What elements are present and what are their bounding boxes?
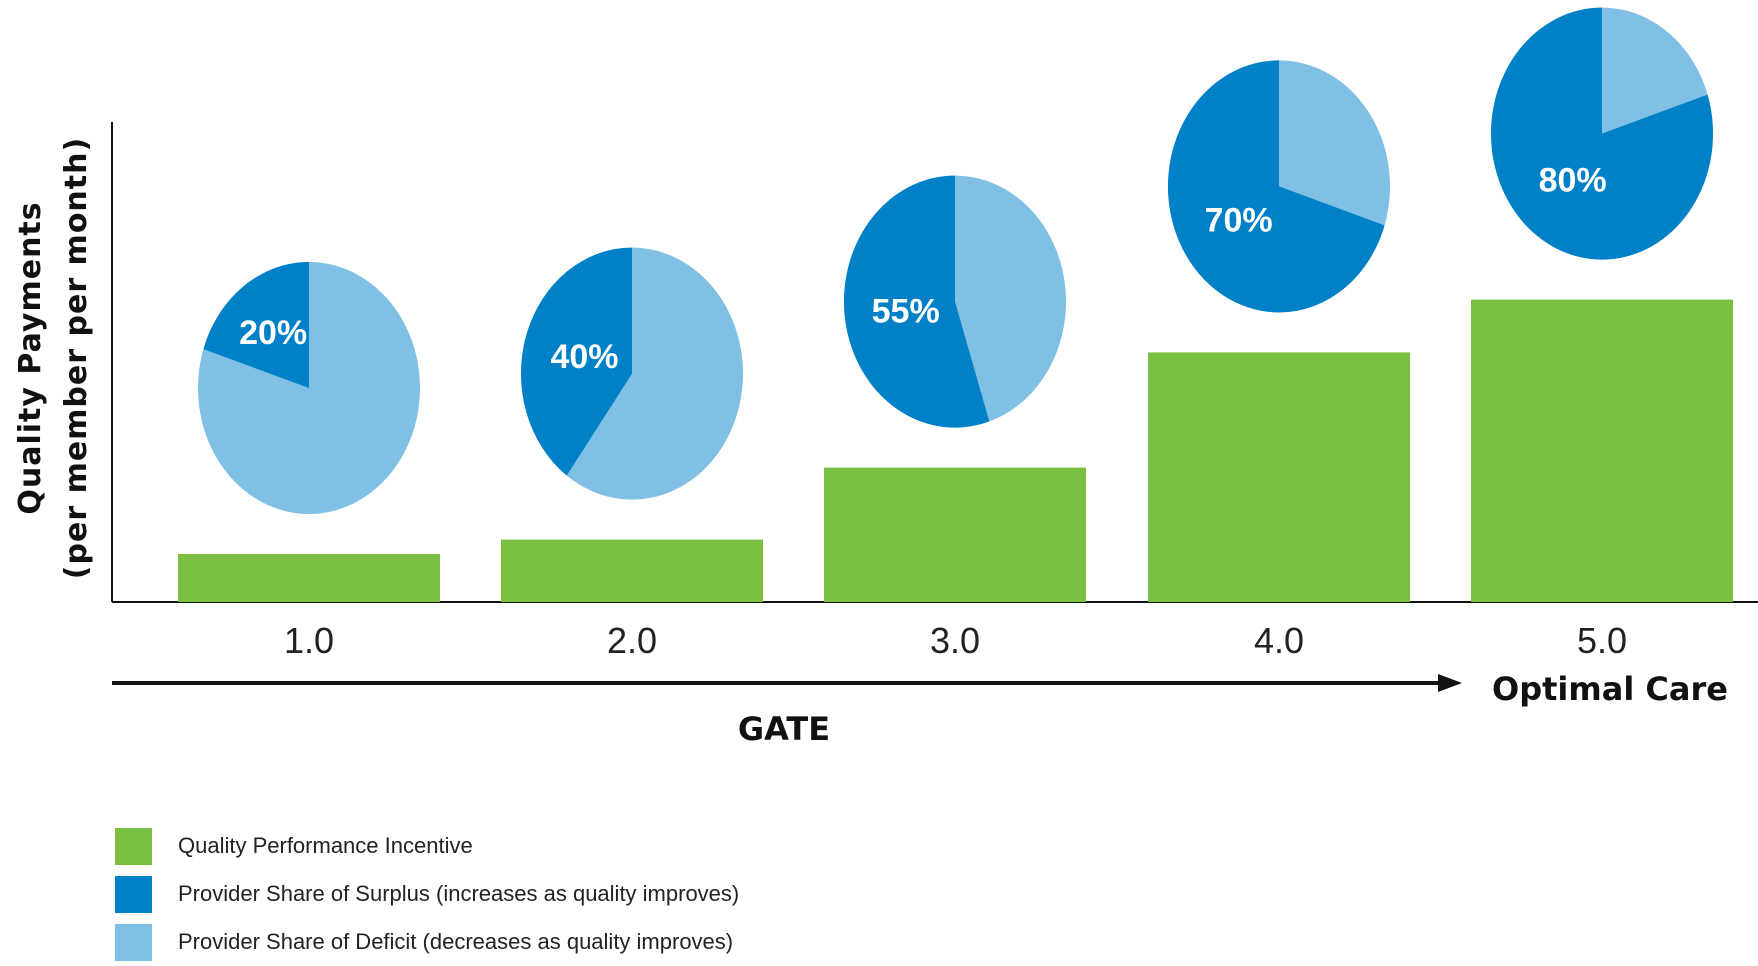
legend-label-deficit: Provider Share of Deficit (decreases as … [178,929,734,954]
tick-label-3: 3.0 [930,620,980,661]
tick-label-2: 2.0 [607,620,657,661]
pie-2: 40% [521,247,743,500]
pie-surplus-slice-4 [1168,60,1385,313]
pie-surplus-slice-2 [521,247,632,476]
legend-label-incentive: Quality Performance Incentive [178,833,473,858]
bar-1 [178,554,440,602]
pie-label-5: 80% [1539,161,1607,199]
pie-label-1: 20% [239,314,307,352]
legend-item-surplus: Provider Share of Surplus (increases as … [115,870,739,918]
pies: 20% 40% 55% 70% 80% [198,7,1714,514]
chart-svg: 20% 40% 55% 70% 80% 1.0 2.0 3.0 4.0 5.0 Quality … [13,7,1758,748]
bar-4 [1148,352,1410,602]
gate-arrow-head [1438,674,1462,692]
legend-swatch-incentive [115,827,152,865]
pie-1: 20% [198,262,420,514]
bar-2 [501,539,763,602]
legend-item-deficit: Provider Share of Deficit (decreases as … [115,918,739,966]
pie-surplus-slice-5 [1491,7,1714,260]
legend: Quality Performance Incentive Provider S… [115,822,739,966]
bar-5 [1471,299,1733,602]
legend-label-surplus: Provider Share of Surplus (increases as … [178,881,740,906]
pie-surplus-slice-1 [203,262,309,388]
pie-label-3: 55% [872,292,940,330]
tick-labels: 1.0 2.0 3.0 4.0 5.0 [284,620,1627,661]
bars [178,299,1733,602]
x-axis-label: GATE [738,710,830,748]
pie-label-2: 40% [550,338,618,376]
legend-item-incentive: Quality Performance Incentive [115,822,739,870]
y-axis-label-line2: (per member per month) [59,137,94,579]
bar-3 [824,467,1086,602]
pie-3: 55% [844,175,1066,428]
legend-swatch-deficit [115,923,152,961]
tick-label-1: 1.0 [284,620,334,661]
tick-label-4: 4.0 [1254,620,1304,661]
pie-label-4: 70% [1205,202,1273,240]
pie-4: 70% [1168,60,1390,313]
tick-label-5: 5.0 [1577,620,1627,661]
pie-5: 80% [1491,7,1714,260]
y-axis-label-line1: Quality Payments [13,201,48,514]
pie-surplus-slice-3 [844,175,990,428]
legend-swatch-surplus [115,875,152,913]
optimal-care-label: Optimal Care [1492,670,1728,708]
